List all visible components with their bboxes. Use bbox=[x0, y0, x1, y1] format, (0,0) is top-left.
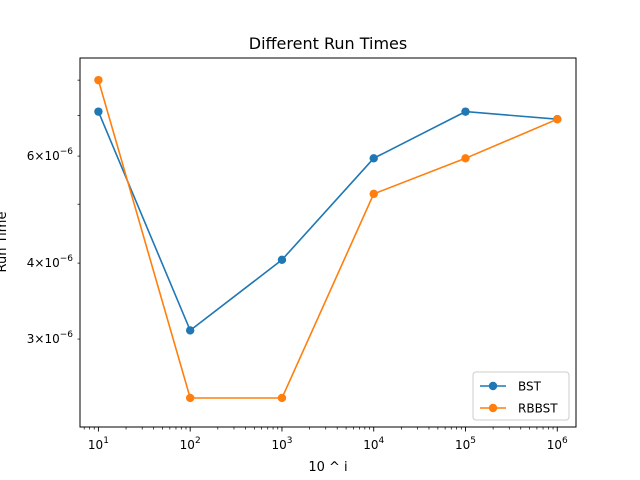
x-tick-label: 102 bbox=[180, 436, 201, 452]
x-tick-base: 10 bbox=[455, 438, 470, 452]
x-axis: 101 102 103 104 105 106 bbox=[83, 427, 568, 452]
x-tick-exponent: 6 bbox=[562, 436, 568, 446]
chart-title: Different Run Times bbox=[249, 34, 407, 53]
axes-frame bbox=[79, 57, 577, 428]
data-point-bst bbox=[369, 154, 378, 163]
x-tick-exponent: 1 bbox=[103, 436, 109, 446]
y-tick-label: 6×10−6 bbox=[27, 147, 74, 163]
y-tick-base: 10 bbox=[44, 256, 59, 270]
series-line-bst bbox=[97, 110, 558, 332]
y-tick-times: × bbox=[34, 256, 44, 270]
y-tick-base: 10 bbox=[44, 332, 59, 346]
y-tick-mantissa: 3 bbox=[27, 332, 35, 346]
x-tick-exponent: 4 bbox=[378, 436, 384, 446]
x-tick-base: 10 bbox=[180, 438, 195, 452]
data-point-bst bbox=[94, 107, 103, 116]
x-tick-base: 10 bbox=[88, 438, 103, 452]
x-tick-exponent: 2 bbox=[195, 436, 201, 446]
legend-label: RBBST bbox=[518, 402, 558, 416]
y-tick-label: 4×10−6 bbox=[27, 254, 74, 270]
y-tick-times: × bbox=[34, 332, 44, 346]
data-point-bst bbox=[277, 255, 287, 265]
legend-marker bbox=[488, 381, 498, 391]
y-tick-label: 3×10−6 bbox=[27, 330, 74, 346]
series-line-rbbst bbox=[97, 79, 558, 399]
y-tick-mantissa: 4 bbox=[27, 256, 35, 270]
x-tick-exponent: 3 bbox=[287, 436, 293, 446]
data-point-rbbst bbox=[461, 154, 470, 163]
x-tick-exponent: 5 bbox=[470, 436, 476, 446]
data-point-rbbst bbox=[277, 393, 287, 403]
data-point-bst bbox=[461, 107, 470, 116]
x-tick-base: 10 bbox=[271, 438, 286, 452]
y-tick-mantissa: 6 bbox=[27, 149, 35, 163]
series-rbbst bbox=[94, 75, 562, 403]
x-tick-label: 104 bbox=[363, 436, 384, 452]
y-axis: 3×10−64×10−66×10−6 bbox=[27, 79, 80, 346]
y-axis-label: Run Time bbox=[0, 212, 10, 273]
x-tick-base: 10 bbox=[547, 438, 562, 452]
x-tick-label: 103 bbox=[271, 436, 292, 452]
data-point-rbbst bbox=[369, 189, 378, 199]
legend-label: BST bbox=[518, 380, 542, 394]
x-tick-label: 105 bbox=[455, 436, 476, 452]
series-layer bbox=[94, 75, 562, 403]
x-tick-label: 101 bbox=[88, 436, 109, 452]
data-point-rbbst bbox=[94, 75, 103, 85]
data-point-rbbst bbox=[185, 393, 195, 403]
legend-marker bbox=[488, 403, 498, 413]
x-axis-label: 10 ^ i bbox=[308, 460, 347, 475]
data-point-rbbst bbox=[553, 114, 562, 124]
x-tick-label: 106 bbox=[547, 436, 568, 452]
legend: BST RBBST bbox=[472, 371, 570, 421]
y-tick-exponent: −6 bbox=[60, 147, 74, 157]
data-point-bst bbox=[185, 326, 195, 335]
x-tick-base: 10 bbox=[363, 438, 378, 452]
y-tick-times: × bbox=[34, 149, 44, 163]
y-tick-base: 10 bbox=[44, 149, 59, 163]
y-tick-exponent: −6 bbox=[60, 254, 74, 264]
y-tick-exponent: −6 bbox=[60, 330, 74, 340]
